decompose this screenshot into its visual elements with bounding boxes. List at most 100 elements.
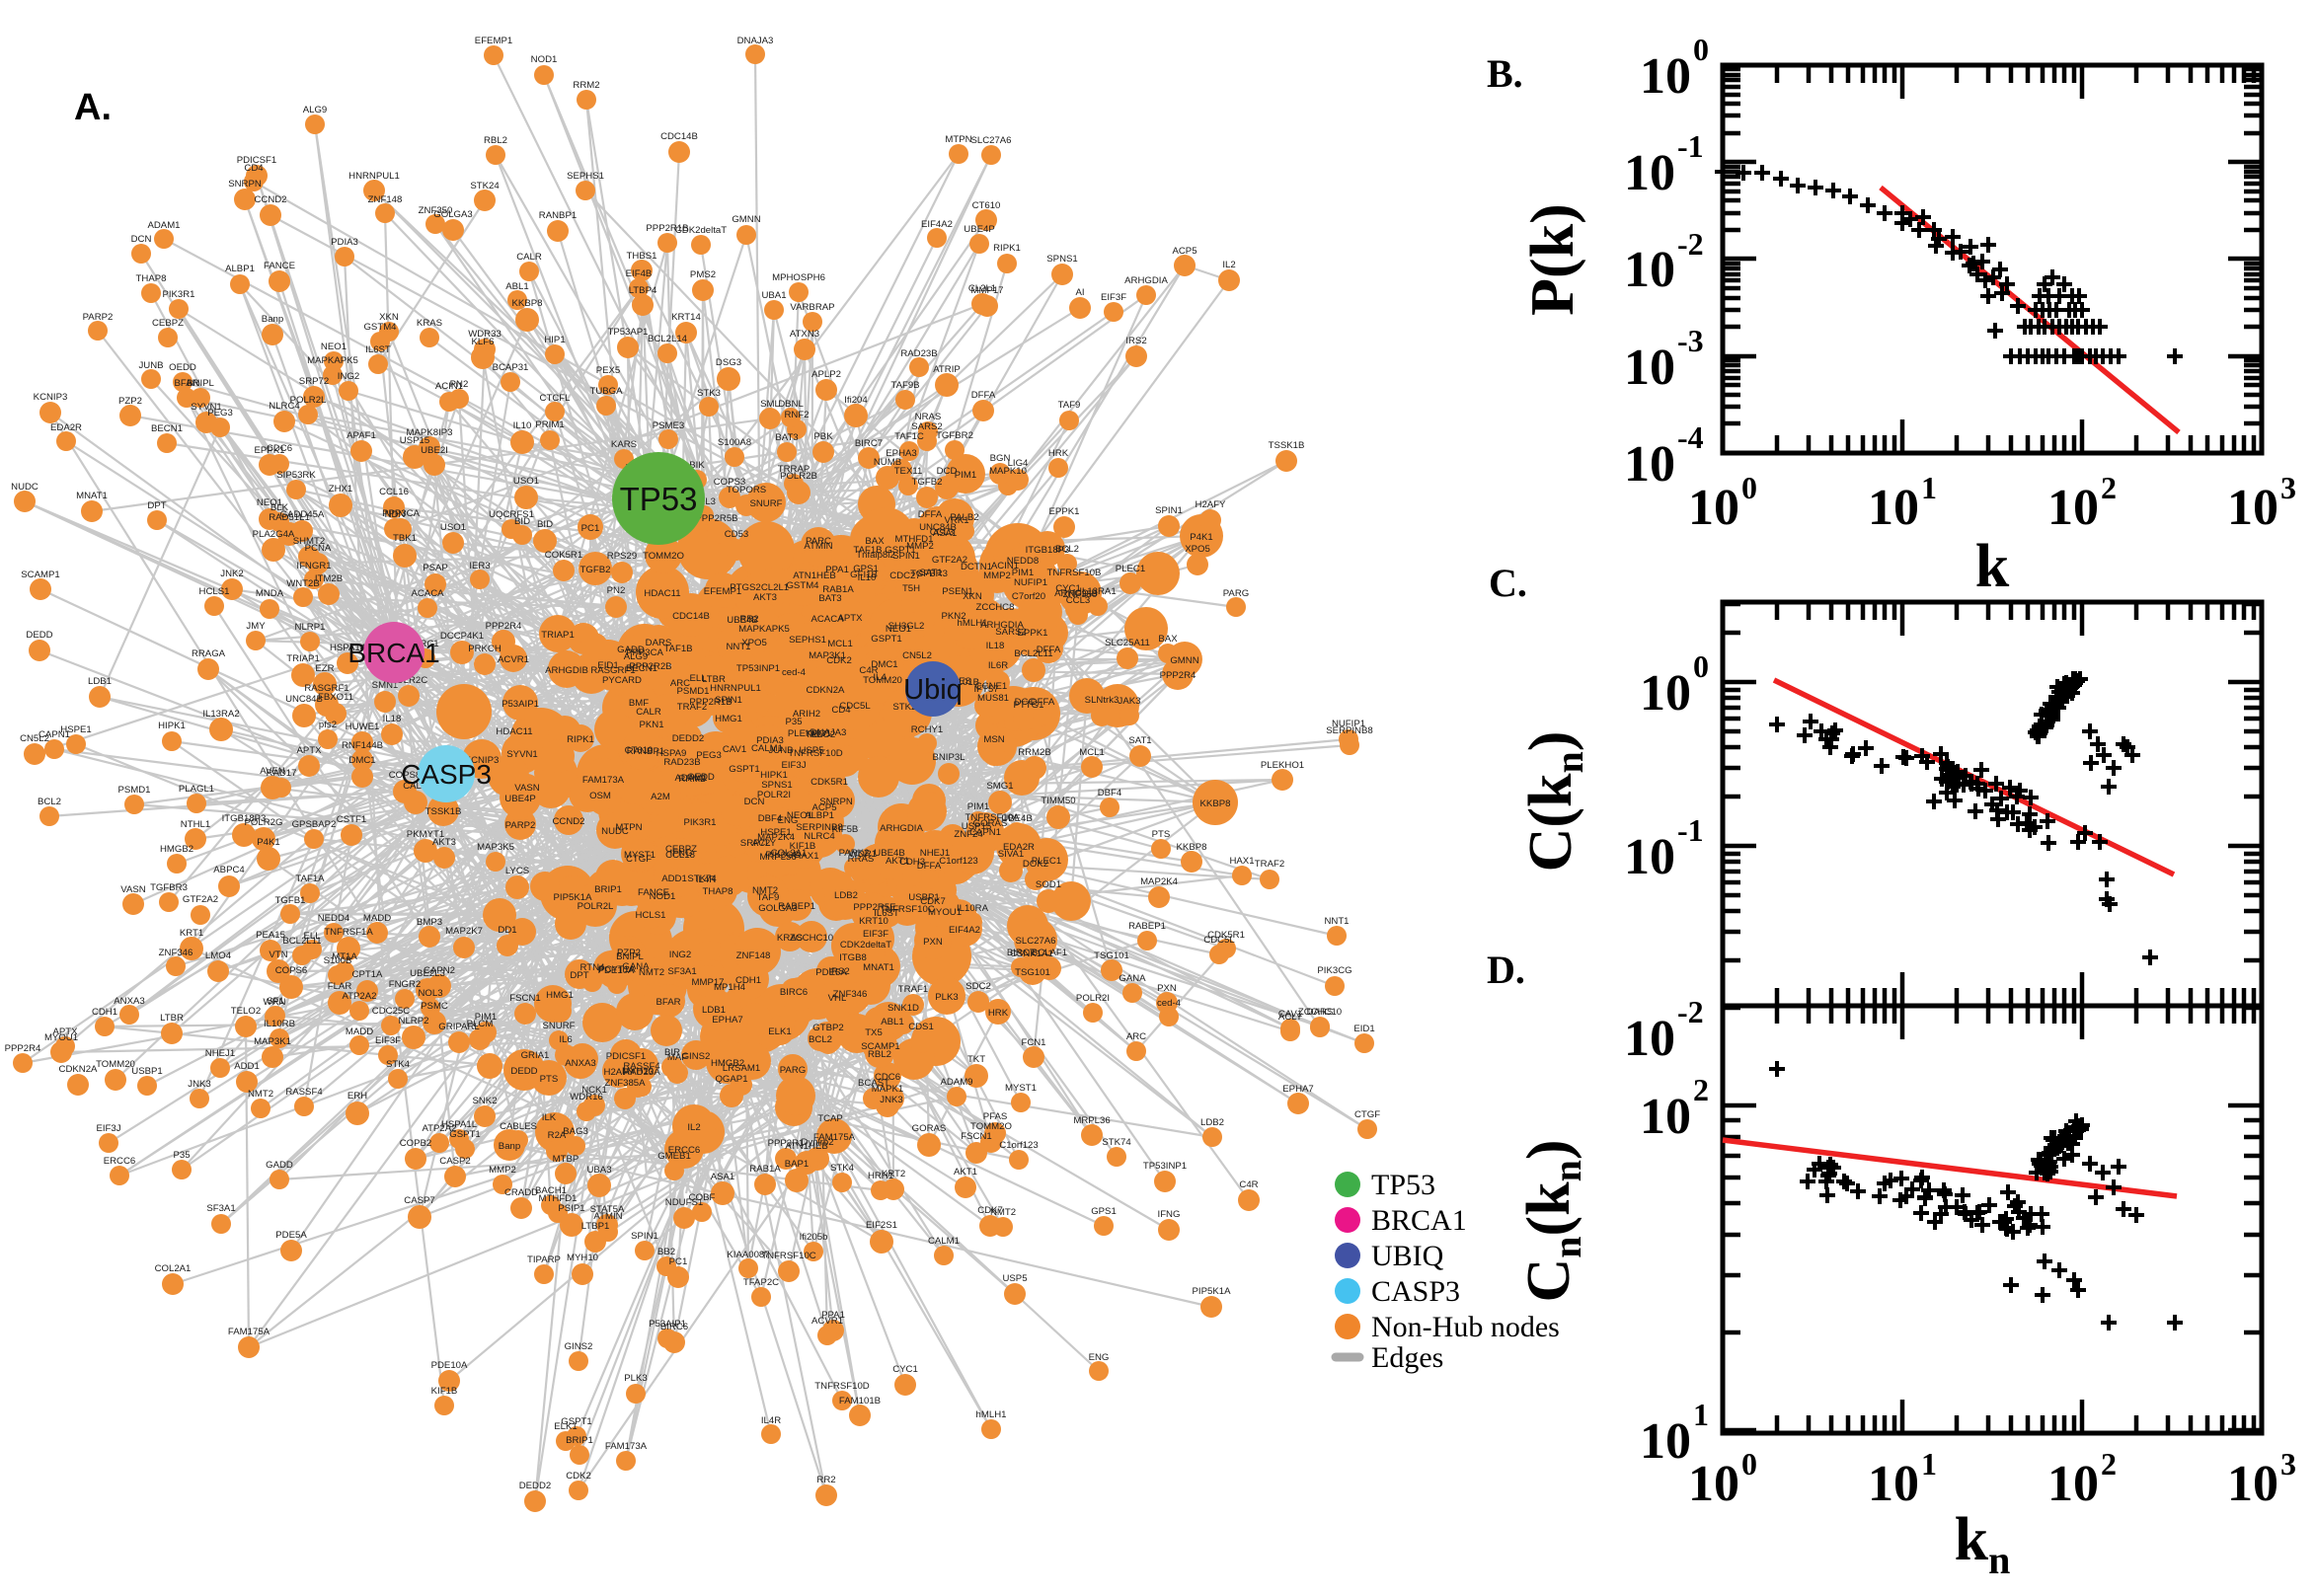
svg-text:PCYT1A: PCYT1A [598, 964, 636, 975]
svg-text:LDB2: LDB2 [834, 890, 858, 901]
svg-text:EIF4B: EIF4B [626, 268, 653, 279]
svg-text:ZNF350: ZNF350 [419, 205, 453, 216]
svg-text:CCND2: CCND2 [254, 194, 286, 205]
svg-text:NDUFS1: NDUFS1 [665, 1197, 703, 1208]
svg-text:SF1: SF1 [267, 996, 284, 1007]
svg-text:DEDD2: DEDD2 [519, 1481, 552, 1491]
svg-text:RRAS: RRAS [848, 854, 875, 865]
svg-text:NHEJ1: NHEJ1 [920, 848, 950, 859]
svg-text:ATMIN: ATMIN [804, 541, 832, 552]
svg-text:HRK: HRK [988, 1008, 1009, 1019]
svg-text:BIRC7: BIRC7 [855, 438, 883, 449]
svg-text:PIK3CG: PIK3CG [765, 850, 800, 861]
svg-text:EIF4A2: EIF4A2 [949, 925, 980, 936]
svg-text:10: 10 [1624, 436, 1675, 493]
svg-text:STK4: STK4 [386, 1059, 411, 1070]
svg-text:CT610: CT610 [625, 745, 654, 756]
svg-text:WRN: WRN [264, 997, 286, 1008]
svg-text:PPP2R4: PPP2R4 [5, 1043, 41, 1054]
svg-text:EFEMP1: EFEMP1 [704, 586, 741, 597]
svg-text:PPP2R1B: PPP2R1B [646, 223, 688, 234]
svg-text:BNIPL: BNIPL [187, 378, 214, 389]
svg-text:CDKN2A: CDKN2A [59, 1064, 99, 1075]
svg-text:HSPA1L: HSPA1L [441, 1119, 478, 1130]
svg-text:ACVR1: ACVR1 [811, 1316, 843, 1327]
svg-text:ADAM1: ADAM1 [147, 220, 180, 231]
svg-text:CDH1: CDH1 [735, 975, 761, 986]
svg-text:SHMT2: SHMT2 [293, 536, 326, 547]
svg-text:ADAM1: ADAM1 [674, 773, 707, 784]
svg-text:EIF3F: EIF3F [863, 929, 888, 940]
svg-text:MRPL36: MRPL36 [759, 852, 796, 863]
svg-text:GFI1B: GFI1B [850, 570, 878, 580]
svg-text:ZCCHC10: ZCCHC10 [790, 933, 833, 944]
svg-text:PLA2G4A: PLA2G4A [253, 529, 295, 540]
svg-text:KIF1B: KIF1B [431, 1386, 458, 1397]
svg-text:BCL2L14: BCL2L14 [648, 334, 688, 344]
svg-text:DPT: DPT [147, 500, 166, 511]
svg-text:COL2A1: COL2A1 [155, 1263, 192, 1274]
svg-text:ACIN1: ACIN1 [435, 381, 463, 392]
svg-text:DARS: DARS [1307, 1007, 1334, 1018]
svg-text:APLP2: APLP2 [811, 369, 841, 380]
svg-text:SMG1: SMG1 [986, 781, 1013, 792]
svg-text:MYST1: MYST1 [1005, 1083, 1037, 1094]
svg-text:ENG: ENG [1089, 1352, 1110, 1363]
svg-text:RABEP1: RABEP1 [1128, 921, 1166, 932]
svg-text:HIP1: HIP1 [544, 335, 565, 345]
svg-text:IFNGR1: IFNGR1 [296, 561, 331, 571]
svg-text:HMG1: HMG1 [715, 714, 742, 724]
svg-text:PTS: PTS [540, 1074, 559, 1085]
svg-text:Ubiq: Ubiq [903, 674, 963, 706]
svg-text:CALR: CALR [403, 781, 428, 792]
svg-text:SNK2: SNK2 [472, 1096, 497, 1106]
svg-text:C.: C. [1489, 561, 1527, 605]
svg-text:CN5L2: CN5L2 [902, 650, 932, 661]
svg-text:DBNL: DBNL [778, 399, 804, 410]
svg-text:CDC5L: CDC5L [839, 701, 871, 712]
svg-text:HSPE1: HSPE1 [760, 827, 791, 838]
svg-text:PEG3: PEG3 [207, 408, 233, 418]
svg-text:QGAP1: QGAP1 [715, 1074, 747, 1085]
svg-text:EIF3J: EIF3J [96, 1123, 120, 1134]
svg-text:TUBGA: TUBGA [589, 386, 623, 397]
svg-text:BAT3: BAT3 [818, 593, 841, 604]
svg-text:TBK1: TBK1 [393, 533, 417, 544]
svg-text:LTBP4: LTBP4 [629, 285, 657, 296]
svg-text:COL2A1: COL2A1 [771, 848, 808, 859]
svg-text:PRIM1: PRIM1 [535, 419, 564, 430]
svg-text:BIRC6: BIRC6 [780, 987, 808, 998]
svg-text:GADD45A: GADD45A [280, 509, 325, 520]
svg-text:GMEB1: GMEB1 [657, 1151, 691, 1162]
svg-text:GOLGA3: GOLGA3 [758, 903, 797, 914]
svg-text:BIR: BIR [664, 1047, 680, 1058]
svg-text:RIPK1: RIPK1 [993, 243, 1021, 254]
svg-text:NMT2: NMT2 [248, 1089, 273, 1100]
svg-text:ACACA: ACACA [411, 588, 444, 599]
svg-text:GRIA1: GRIA1 [521, 1050, 550, 1061]
svg-text:GANA: GANA [622, 961, 650, 972]
svg-text:DARS: DARS [646, 638, 672, 648]
svg-text:NMT2: NMT2 [752, 885, 778, 896]
svg-text:MAPKAPK5: MAPKAPK5 [738, 624, 790, 635]
svg-text:PSMD1: PSMD1 [117, 785, 150, 796]
svg-text:CCNE1: CCNE1 [975, 681, 1008, 692]
svg-text:10: 10 [2227, 1456, 2278, 1512]
svg-text:JNK3: JNK3 [880, 1095, 902, 1105]
svg-text:MAPK8IP3: MAPK8IP3 [407, 427, 453, 438]
svg-text:SLC27A6: SLC27A6 [1015, 936, 1055, 947]
svg-text:BCAP31: BCAP31 [493, 362, 529, 373]
svg-text:THBS1: THBS1 [627, 251, 657, 262]
svg-text:PIK3CG: PIK3CG [1317, 965, 1351, 976]
svg-text:PTTG1: PTTG1 [1014, 700, 1044, 711]
svg-text:hMLH1: hMLH1 [976, 1409, 1007, 1420]
svg-text:NEO1: NEO1 [321, 342, 347, 352]
svg-text:GTF2A2: GTF2A2 [932, 555, 967, 566]
svg-text:COPS6: COPS6 [275, 965, 308, 976]
svg-text:CPT1A: CPT1A [352, 969, 384, 980]
svg-text:UBE4B: UBE4B [1001, 813, 1032, 824]
svg-text:EID1: EID1 [597, 660, 618, 671]
svg-text:MNDA: MNDA [256, 588, 284, 599]
svg-text:ABL1: ABL1 [505, 281, 528, 292]
svg-text:P53AIP1: P53AIP1 [502, 699, 539, 710]
